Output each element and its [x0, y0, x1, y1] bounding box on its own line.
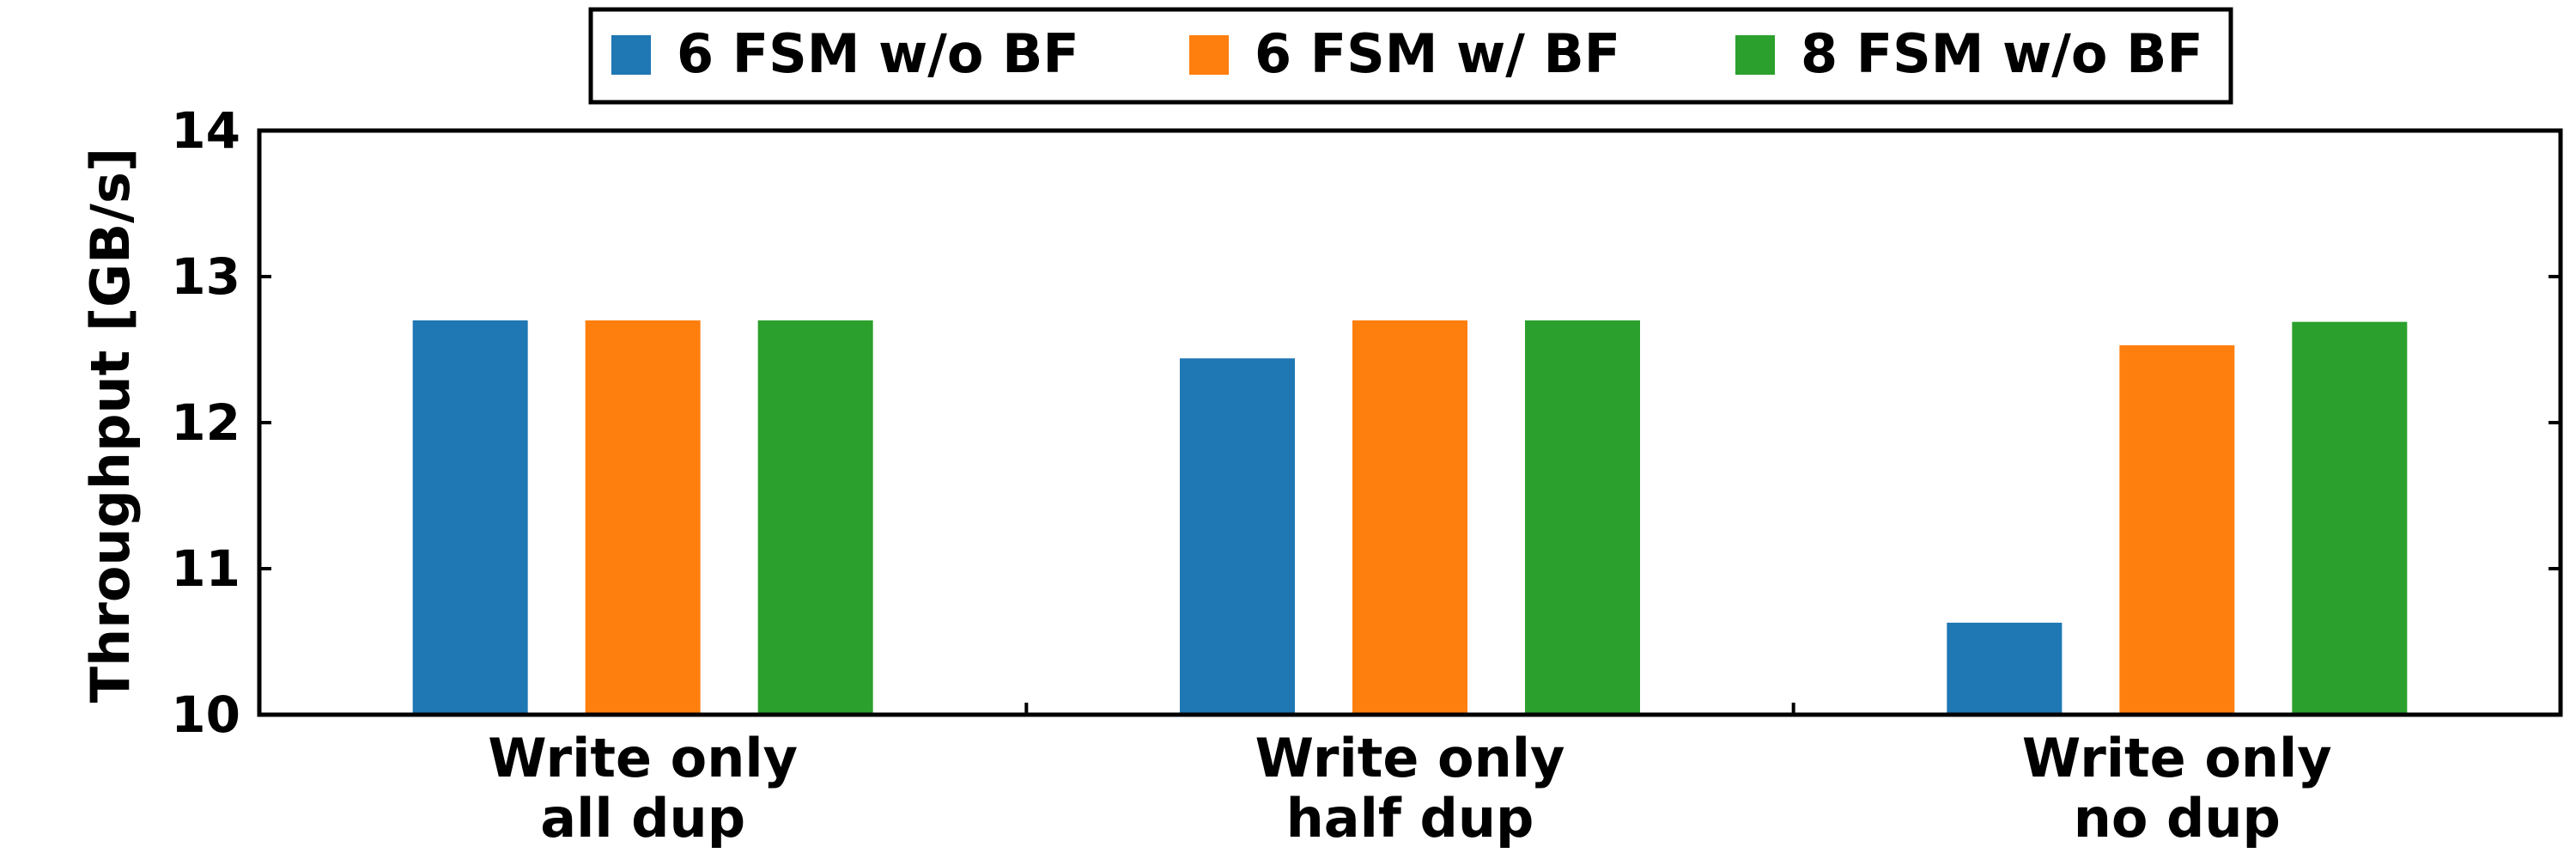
legend-label: 6 FSM w/o BF	[677, 22, 1079, 85]
bar-6-fsm-w-o-bf-2	[1947, 622, 2063, 715]
legend-label: 8 FSM w/o BF	[1801, 22, 2203, 85]
bar-8-fsm-w-o-bf-1	[1525, 320, 1640, 715]
legend-label: 6 FSM w/ BF	[1255, 22, 1620, 85]
x-category-label: Write only	[2022, 727, 2332, 789]
y-tick-label: 12	[171, 393, 240, 452]
x-category-label: Write only	[488, 727, 798, 789]
bar-6-fsm-w-bf-1	[1352, 320, 1467, 715]
bars	[412, 320, 2408, 715]
bar-6-fsm-w-bf-0	[585, 320, 701, 715]
y-tick-label: 11	[171, 539, 240, 598]
bar-6-fsm-w-o-bf-0	[412, 320, 528, 715]
bar-8-fsm-w-o-bf-2	[2292, 321, 2408, 715]
legend-swatch	[611, 35, 651, 75]
legend: 6 FSM w/o BF 6 FSM w/ BF 8 FSM w/o BF	[588, 7, 2233, 105]
x-category-label: half dup	[1286, 787, 1534, 850]
y-tick-label: 10	[171, 685, 240, 744]
legend-box	[588, 7, 2233, 105]
y-tick-label: 13	[171, 247, 240, 306]
y-axis-title: Throughput [GB/s]	[79, 148, 142, 703]
x-category-label: Write only	[1255, 727, 1565, 789]
bar-6-fsm-w-bf-2	[2119, 344, 2235, 715]
y-axis-ticks: 10 11 12 13 14	[171, 101, 2561, 744]
legend-swatch	[1735, 35, 1775, 75]
x-category-label: all dup	[540, 787, 745, 850]
bar-6-fsm-w-o-bf-1	[1180, 358, 1295, 715]
x-category-label: no dup	[2074, 787, 2281, 850]
legend-swatch	[1189, 35, 1229, 75]
plot-frame	[257, 128, 2563, 717]
y-tick-label: 14	[171, 101, 240, 160]
bar-8-fsm-w-o-bf-0	[757, 320, 873, 715]
